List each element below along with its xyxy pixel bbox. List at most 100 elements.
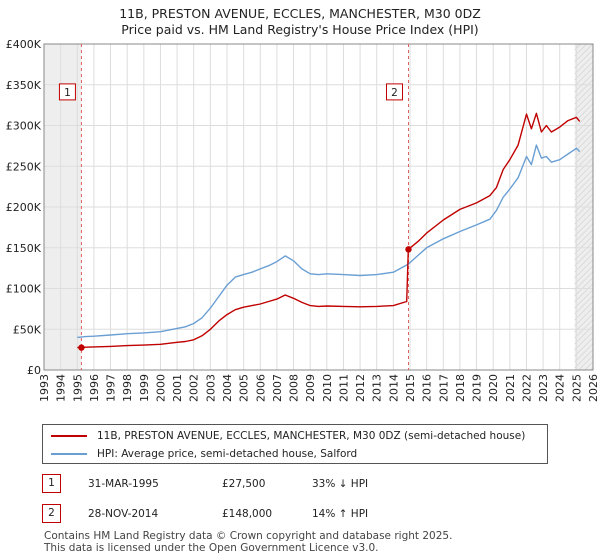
x-tick-label-2021: 2021 [504, 374, 517, 402]
legend-swatch-hpi [51, 453, 87, 455]
x-tick-label-2016: 2016 [421, 374, 434, 402]
forecast-hatch [574, 217, 594, 237]
forecast-hatch [574, 253, 594, 273]
x-tick-label-2020: 2020 [487, 374, 500, 402]
x-tick-label-1996: 1996 [88, 374, 101, 402]
forecast-hatch [574, 157, 594, 177]
x-tick-label-2006: 2006 [254, 374, 267, 402]
price-chart: £0 £50K £100K £150K £200K £250K £300K £350K £400… [6, 38, 600, 402]
forecast-hatch [574, 97, 594, 117]
sale-point-1 [78, 344, 85, 351]
x-tick-label-2025: 2025 [570, 374, 583, 402]
x-tick-label-2015: 2015 [404, 374, 417, 402]
y-tick-label-4: £200K [6, 201, 42, 214]
sale-badge-2: 2 [42, 504, 61, 523]
plot-frame [43, 43, 594, 371]
x-tick-label-2010: 2010 [321, 374, 334, 402]
x-tick-label-2023: 2023 [537, 374, 550, 402]
forecast-hatch [574, 49, 594, 69]
forecast-hatch [574, 229, 594, 249]
forecast-hatch [574, 331, 594, 351]
forecast-hatch [574, 301, 594, 321]
forecast-hatch [574, 55, 594, 75]
x-tick-label-2009: 2009 [304, 374, 317, 402]
x-tick-label-2012: 2012 [354, 374, 367, 402]
forecast-hatch [574, 115, 594, 135]
forecast-hatch [574, 235, 594, 255]
x-tick-label-2013: 2013 [371, 374, 384, 402]
forecast-hatch [574, 187, 594, 207]
footer: Contains HM Land Registry data © Crown c… [44, 530, 452, 554]
y-tick-label-5: £250K [6, 160, 42, 173]
x-tick-label-2026: 2026 [587, 374, 600, 402]
x-tick-label-1998: 1998 [121, 374, 134, 402]
x-tick-label-2024: 2024 [554, 374, 567, 402]
forecast-hatch [574, 43, 581, 51]
legend-label-hpi: HPI: Average price, semi-detached house,… [97, 448, 358, 460]
forecast-hatch [574, 349, 594, 369]
forecast-hatch [574, 79, 594, 99]
x-tick-label-1993: 1993 [38, 374, 51, 402]
legend-item-hpi: HPI: Average price, semi-detached house,… [51, 445, 357, 463]
forecast-hatch [574, 151, 594, 171]
forecast-hatch [574, 271, 594, 291]
chart-title: 11B, PRESTON AVENUE, ECCLES, MANCHESTER,… [119, 6, 481, 21]
forecast-hatch [574, 169, 594, 189]
x-tick-label-2002: 2002 [188, 374, 201, 402]
chart-subtitle: Price paid vs. HM Land Registry's House … [121, 22, 479, 37]
sale-price-1: £27,500 [222, 478, 266, 490]
sale-hpi-diff-2: 14% ↑ HPI [312, 508, 369, 520]
x-tick-label-2011: 2011 [337, 374, 350, 402]
x-tick-label-2019: 2019 [471, 374, 484, 402]
forecast-hatch [574, 343, 594, 363]
sale-box-label-1: 1 [64, 87, 71, 99]
forecast-hatch [574, 145, 594, 165]
legend-label-property: 11B, PRESTON AVENUE, ECCLES, MANCHESTER,… [97, 430, 526, 442]
forecast-hatch [574, 127, 594, 147]
x-tick-label-1999: 1999 [138, 374, 151, 402]
y-tick-label-7: £350K [6, 79, 42, 92]
sale-price-2: £148,000 [222, 508, 273, 520]
sale-point-2 [405, 246, 412, 253]
forecast-hatch [574, 277, 594, 297]
x-tick-label-2017: 2017 [437, 374, 450, 402]
forecast-hatch [574, 73, 594, 93]
x-tick-label-2014: 2014 [387, 374, 400, 402]
forecast-hatch [574, 295, 594, 315]
forecast-hatch [574, 289, 594, 309]
property-price-line [77, 112, 581, 349]
forecast-hatch [574, 139, 594, 159]
y-tick-label-3: £150K [6, 242, 42, 255]
forecast-hatch [574, 211, 594, 231]
x-tick-label-1997: 1997 [105, 374, 118, 402]
x-tick-label-2001: 2001 [171, 374, 184, 402]
forecast-hatch [574, 241, 594, 261]
forecast-hatch [574, 265, 594, 285]
forecast-hatch [574, 223, 594, 243]
forecast-hatch [578, 355, 594, 371]
x-tick-label-2022: 2022 [520, 374, 533, 402]
forecast-hatch [574, 307, 594, 327]
y-tick-label-2: £100K [6, 283, 42, 296]
x-tick-label-2003: 2003 [204, 374, 217, 402]
forecast-hatch [574, 121, 594, 141]
footer-license: This data is licensed under the Open Gov… [44, 542, 379, 554]
forecast-hatch [574, 43, 593, 63]
forecast-hatch [574, 337, 594, 357]
legend-item-property: 11B, PRESTON AVENUE, ECCLES, MANCHESTER,… [51, 427, 525, 445]
sale-box-1 [58, 83, 76, 101]
legend-swatch-property [51, 435, 87, 437]
footer-copyright: Contains HM Land Registry data © Crown c… [44, 530, 453, 542]
forecast-hatch [574, 193, 594, 213]
forecast-hatch [574, 199, 594, 219]
sale-date-2: 28-NOV-2014 [88, 508, 159, 520]
x-tick-label-2008: 2008 [288, 374, 301, 402]
forecast-hatch [574, 283, 594, 303]
forecast-hatch [574, 67, 594, 87]
forecast-hatch [574, 109, 594, 129]
forecast-hatch [574, 259, 594, 279]
sale-badge-1: 1 [42, 474, 61, 493]
forecast-hatch [574, 61, 594, 81]
y-tick-label-6: £300K [6, 120, 42, 133]
x-tick-label-1994: 1994 [55, 374, 68, 402]
